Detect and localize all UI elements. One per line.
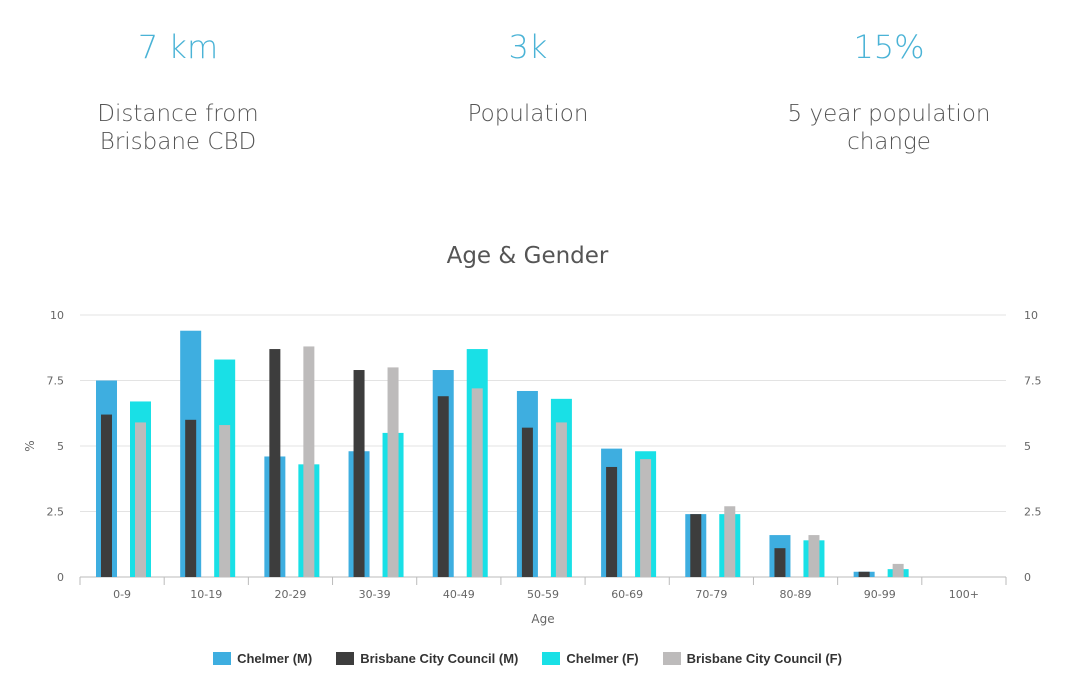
legend-swatch [213, 652, 232, 666]
stat-population-label: Population [467, 101, 589, 127]
bar-bcc-m [437, 396, 449, 577]
legend-label: Brisbane City Council (F) [686, 651, 842, 667]
stat-population-change-label: 5 year population change [787, 101, 991, 155]
y-tick-label-left: 0 [57, 571, 64, 584]
y-tick-label-left: 7.5 [47, 375, 65, 388]
bar-bcc-m [101, 414, 112, 577]
chart-title: Age & Gender [446, 243, 609, 269]
stat-distance-value: 7 km [137, 28, 219, 66]
x-tick-label: 80-89 [780, 588, 812, 601]
stat-distance-label: Distance from Brisbane CBD [97, 101, 259, 155]
legend-label: Chelmer (F) [566, 651, 639, 667]
y-axis-label: % [23, 440, 37, 451]
bar-bcc-m [690, 514, 702, 577]
bar-bcc-f [808, 535, 820, 577]
bar-bcc-f [135, 422, 146, 577]
y-tick-label-right: 5 [1024, 440, 1031, 453]
x-tick-label: 30-39 [359, 588, 391, 601]
bar-bcc-f [471, 388, 483, 577]
bar-bcc-m [521, 427, 533, 577]
bar-bcc-f [724, 506, 736, 577]
y-tick-label-right: 7.5 [1024, 375, 1042, 388]
legend-label: Brisbane City Council (M) [360, 651, 519, 667]
stat-population-change-value: 15% [853, 28, 925, 66]
legend-item[interactable]: Chelmer (M) [213, 651, 312, 666]
x-tick-label: 20-29 [274, 588, 306, 601]
x-tick-label: 40-49 [443, 588, 475, 601]
legend-item[interactable]: Brisbane City Council (M) [336, 651, 518, 666]
bar-bcc-f [303, 346, 315, 577]
bar-bcc-m [353, 370, 365, 577]
bar-bcc-m [774, 548, 786, 577]
x-tick-label: 60-69 [611, 588, 643, 601]
bar-bcc-f [387, 367, 399, 577]
x-tick-label: 0-9 [113, 588, 131, 601]
bar-bcc-f [555, 422, 567, 577]
chart-legend: Chelmer (M) Brisbane City Council (M) Chel… [0, 650, 1055, 666]
legend-swatch [336, 652, 355, 666]
y-tick-label-left: 10 [50, 309, 64, 322]
legend-item[interactable]: Chelmer (F) [542, 651, 639, 667]
bar-bcc-f [892, 563, 904, 577]
x-axis-label: Age [531, 612, 554, 626]
bar-bcc-m [606, 466, 618, 577]
legend-item[interactable]: Brisbane City Council (F) [662, 651, 842, 667]
y-tick-label-left: 2.5 [47, 506, 65, 519]
x-tick-label: 100+ [949, 588, 979, 601]
bar-bcc-m [185, 419, 197, 577]
x-tick-label: 50-59 [527, 588, 559, 601]
y-tick-label-right: 2.5 [1024, 506, 1042, 519]
bar-bcc-m [858, 571, 870, 577]
x-tick-label: 90-99 [864, 588, 896, 601]
y-tick-label-right: 0 [1024, 571, 1031, 584]
y-tick-label-right: 10 [1024, 309, 1038, 322]
bar-bcc-f [219, 425, 231, 577]
x-tick-label: 10-19 [190, 588, 222, 601]
y-tick-label-left: 5 [57, 440, 64, 453]
bar-bcc-f [640, 459, 652, 577]
legend-swatch [542, 652, 561, 666]
x-tick-label: 70-79 [695, 588, 727, 601]
legend-label: Chelmer (M) [237, 651, 313, 667]
bar-bcc-m [269, 349, 281, 577]
legend-swatch [662, 652, 681, 666]
stat-population-value: 3k [508, 28, 548, 66]
